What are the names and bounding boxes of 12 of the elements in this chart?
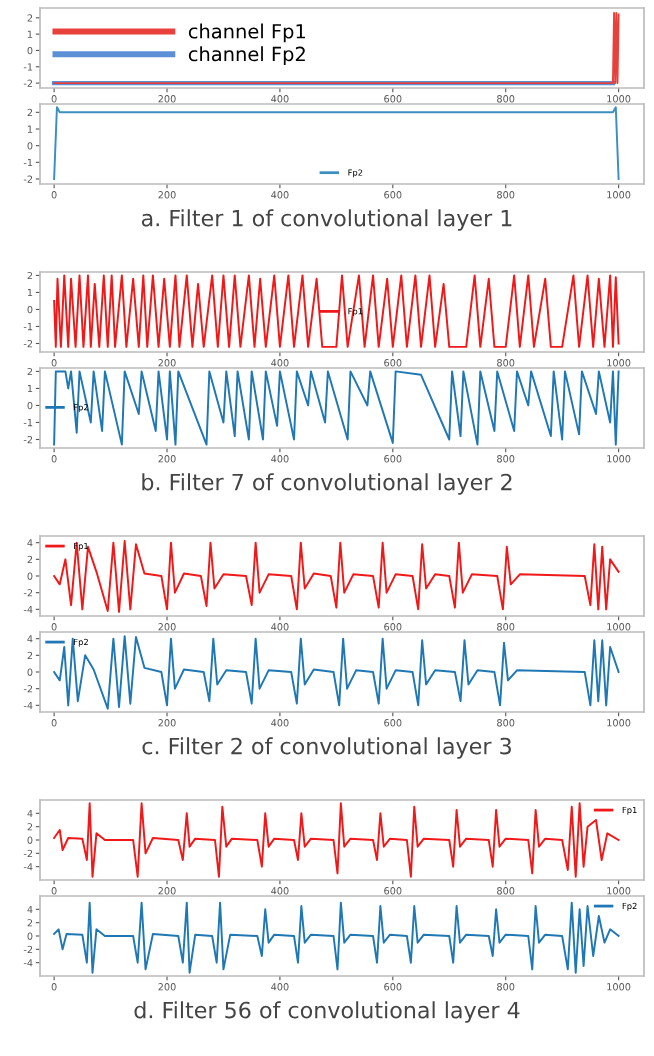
line-series xyxy=(53,274,620,348)
line-series xyxy=(53,802,620,878)
series-label: channel Fp2 xyxy=(188,46,305,66)
line-series xyxy=(53,635,620,710)
text: channel Fp1 xyxy=(188,23,305,43)
text: b. Filter 7 of convolutional layer 2 xyxy=(142,473,512,495)
text: d. Filter 56 of convolutional layer 4 xyxy=(134,1001,520,1023)
text: c. Filter 2 of convolutional layer 3 xyxy=(142,737,511,759)
line-series xyxy=(53,540,620,613)
line-series xyxy=(53,901,620,974)
text: a. Filter 1 of convolutional layer 1 xyxy=(141,209,512,231)
line-series xyxy=(53,370,620,446)
